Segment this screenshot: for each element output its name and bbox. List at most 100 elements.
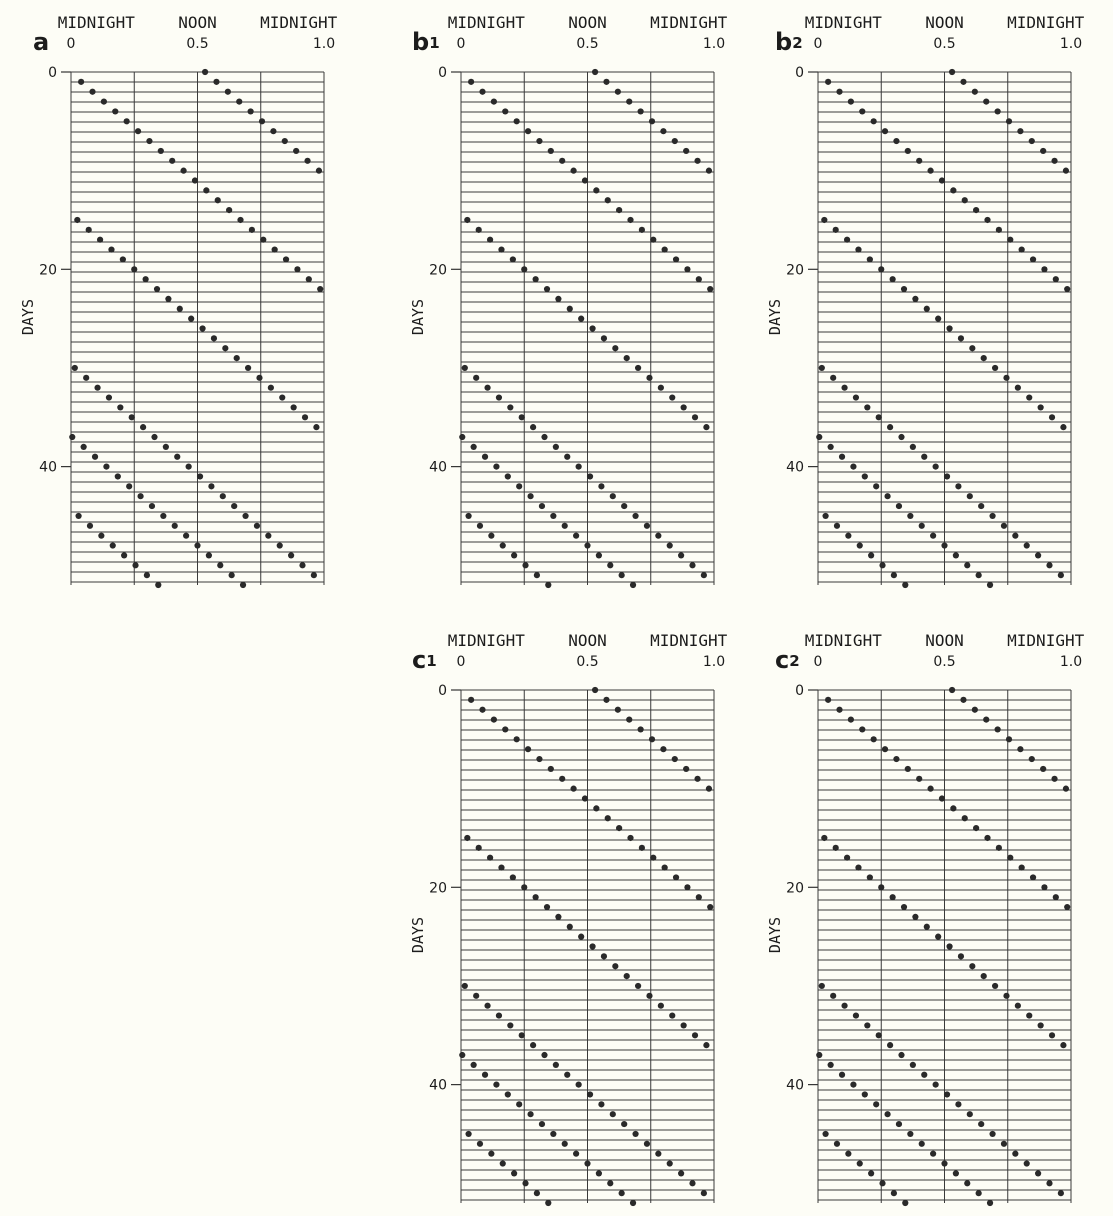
- activity-point: [955, 483, 962, 490]
- activity-point: [983, 716, 990, 723]
- activity-point: [1007, 236, 1014, 243]
- activity-point: [907, 1130, 914, 1138]
- activity-point: [830, 374, 837, 381]
- activity-point: [105, 394, 113, 401]
- activity-point: [995, 226, 1002, 233]
- activity-point: [1026, 1012, 1033, 1019]
- activity-point: [541, 1051, 548, 1059]
- activity-point: [502, 108, 509, 115]
- activity-point: [850, 1081, 857, 1088]
- activity-point: [1060, 424, 1067, 431]
- activity-point: [618, 572, 625, 579]
- activity-point: [943, 1091, 951, 1098]
- activity-point: [194, 542, 201, 549]
- activity-point: [678, 1170, 685, 1177]
- activity-point: [1003, 992, 1010, 999]
- activity-point: [672, 256, 680, 263]
- activity-point: [978, 502, 985, 510]
- top-label-1: NOON: [925, 13, 964, 32]
- activity-point: [522, 1180, 529, 1187]
- activity-point: [276, 542, 283, 549]
- activity-point: [689, 1180, 696, 1187]
- activity-point: [881, 128, 889, 135]
- activity-point: [502, 726, 509, 733]
- activity-point: [843, 236, 851, 243]
- activity-point: [488, 532, 495, 539]
- activity-point: [841, 1002, 848, 1009]
- activity-point: [822, 512, 829, 520]
- activity-point: [950, 805, 957, 812]
- activity-point: [575, 463, 582, 470]
- activity-point: [547, 147, 554, 155]
- activity-point: [258, 118, 266, 125]
- activity-point: [902, 581, 909, 589]
- actogram-panel-a: a MIDNIGHT NOON MIDNIGHT 0 0.5 1.0 0 20 40 DAYS: [19, 13, 338, 589]
- activity-point: [907, 512, 914, 520]
- panel-letter: b1: [412, 28, 440, 56]
- activity-point: [705, 167, 713, 174]
- activity-point: [584, 542, 591, 549]
- activity-point: [921, 1071, 928, 1078]
- activity-point: [607, 1180, 614, 1187]
- activity-point: [479, 88, 486, 95]
- activity-point: [1014, 384, 1021, 391]
- activity-point: [818, 364, 825, 372]
- activity-point: [994, 108, 1001, 115]
- activity-point: [992, 982, 999, 990]
- activity-point: [969, 345, 976, 352]
- activity-point: [838, 453, 846, 460]
- activity-point: [884, 493, 891, 500]
- activity-point: [600, 335, 608, 342]
- activity-point: [271, 246, 278, 253]
- activity-point: [621, 1120, 628, 1128]
- activity-point: [239, 581, 247, 589]
- activity-point: [566, 923, 573, 930]
- activity-point: [1040, 765, 1047, 773]
- activity-point: [930, 532, 937, 539]
- activity-point: [660, 746, 667, 753]
- activity-point: [536, 755, 543, 763]
- activity-point: [986, 1199, 994, 1207]
- activity-point: [916, 157, 923, 164]
- activity-point: [461, 364, 468, 372]
- activity-point: [481, 453, 489, 460]
- activity-point: [816, 433, 823, 441]
- activity-point: [604, 197, 611, 204]
- activity-point: [495, 394, 503, 401]
- top-label-1: NOON: [568, 13, 607, 32]
- activity-point: [932, 1081, 939, 1088]
- activity-point: [119, 256, 126, 263]
- activity-point: [909, 1061, 916, 1068]
- activity-point: [960, 78, 967, 85]
- activity-point: [666, 542, 673, 549]
- activity-point: [86, 522, 94, 529]
- activity-point: [627, 216, 634, 224]
- activity-point: [114, 473, 121, 480]
- y-tick-label-0: 0: [48, 65, 57, 81]
- activity-point: [873, 1101, 880, 1108]
- activity-point: [983, 98, 990, 105]
- activity-point: [155, 581, 162, 589]
- activity-point: [966, 1111, 973, 1118]
- y-tick-label-2: 40: [429, 460, 447, 476]
- activity-point: [683, 147, 690, 155]
- activity-point: [69, 433, 76, 441]
- activity-point: [700, 572, 707, 579]
- activity-point: [660, 128, 667, 135]
- y-axis-label: DAYS: [409, 917, 427, 953]
- activity-point: [148, 502, 156, 510]
- activity-point: [889, 276, 896, 283]
- activity-point: [691, 1032, 699, 1039]
- activity-point: [260, 236, 267, 243]
- activity-point: [669, 394, 676, 401]
- activity-point: [160, 512, 167, 520]
- activity-point: [83, 374, 90, 381]
- activity-point: [290, 404, 297, 411]
- activity-point: [117, 404, 124, 411]
- activity-point: [890, 572, 898, 579]
- activity-point: [864, 1022, 871, 1029]
- activity-point: [629, 1199, 637, 1207]
- activity-point: [591, 68, 599, 76]
- activity-point: [499, 1160, 506, 1167]
- activity-point: [971, 706, 978, 713]
